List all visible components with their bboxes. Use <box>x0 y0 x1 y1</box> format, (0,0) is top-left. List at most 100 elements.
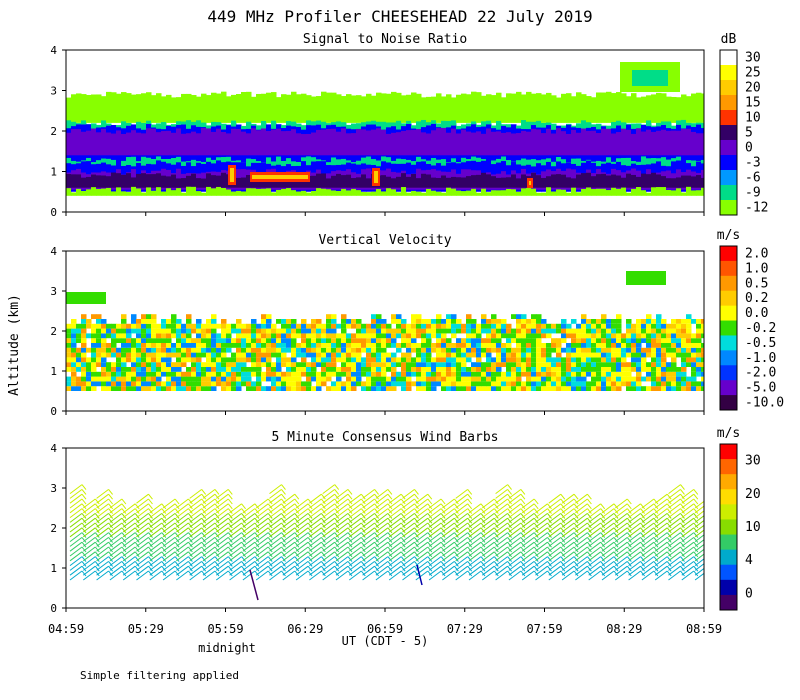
velocity-cell <box>411 323 417 329</box>
velocity-cell <box>611 333 617 339</box>
velocity-cell <box>106 376 112 382</box>
snr-cell <box>446 177 452 188</box>
wind-barb-flag <box>480 546 486 553</box>
wind-barb <box>455 556 469 566</box>
velocity-cell <box>86 367 92 372</box>
wind-barb-flag <box>626 498 632 505</box>
velocity-cell <box>181 338 187 343</box>
wind-barb-flag <box>94 546 100 553</box>
wind-barb <box>508 565 522 576</box>
snr-cell <box>266 92 272 123</box>
velocity-cell <box>636 371 642 377</box>
velocity-cell <box>176 357 182 363</box>
wind-barb-flag <box>214 546 220 553</box>
wind-barb-flag <box>520 503 526 510</box>
velocity-cell <box>446 338 452 343</box>
wind-barb <box>535 551 548 562</box>
velocity-cell <box>406 333 412 339</box>
velocity-cell <box>461 386 467 391</box>
snr-cell <box>701 93 704 123</box>
wind-barb-flag <box>108 546 113 553</box>
velocity-cell <box>616 386 622 391</box>
wind-barb <box>388 541 402 552</box>
velocity-cell <box>111 362 117 367</box>
velocity-cell <box>181 371 187 377</box>
wind-barb-flag <box>214 493 220 500</box>
wind-barb <box>295 532 309 542</box>
wind-barb <box>601 556 615 566</box>
wind-barb-flag <box>414 551 419 558</box>
snr-cell <box>606 91 612 123</box>
wind-barb-flag <box>693 532 699 538</box>
wind-barb-flag <box>573 565 579 572</box>
wind-barb-flag <box>507 484 512 490</box>
velocity-cell <box>301 347 307 353</box>
wind-barb-flag <box>507 551 512 558</box>
wind-barb-flag <box>613 522 619 529</box>
wind-barb <box>521 513 535 523</box>
velocity-cell <box>266 362 272 367</box>
snr-cell <box>271 129 277 156</box>
snr-cell <box>631 93 637 123</box>
velocity-cell <box>186 338 192 343</box>
snr-cell <box>206 128 212 156</box>
colorbar-label: 5 <box>745 126 753 141</box>
velocity-cell <box>401 381 407 387</box>
wind-barb-flag <box>454 513 459 519</box>
x-tick-label: 07:59 <box>526 622 562 636</box>
snr-cell <box>691 176 697 188</box>
snr-cell <box>81 131 87 156</box>
wind-barb-flag <box>188 556 193 562</box>
velocity-cell <box>166 386 172 391</box>
wind-barb-flag <box>347 513 353 519</box>
wind-barb <box>575 551 588 562</box>
wind-barb <box>242 556 256 566</box>
wind-barb <box>242 546 256 557</box>
velocity-cell <box>561 333 567 339</box>
velocity-cell <box>226 343 232 348</box>
velocity-cell <box>606 343 612 348</box>
velocity-cell <box>146 357 152 363</box>
wind-barb <box>455 570 469 581</box>
snr-cell <box>401 173 407 188</box>
wind-barb <box>694 539 704 547</box>
wind-barb <box>83 565 96 576</box>
velocity-cell <box>356 371 362 377</box>
velocity-cell <box>131 376 137 382</box>
wind-barb <box>402 532 415 542</box>
colorbar-swatch <box>720 200 737 216</box>
snr-cell <box>256 177 262 188</box>
velocity-cell <box>236 357 242 363</box>
wind-barb <box>202 493 216 504</box>
velocity-cell <box>226 381 232 387</box>
wind-barb-flag <box>547 517 552 524</box>
velocity-cell <box>291 333 297 339</box>
wind-barb-flag <box>507 541 512 548</box>
velocity-cell <box>541 352 547 358</box>
velocity-cell <box>311 338 317 343</box>
wind-barb <box>295 565 309 576</box>
velocity-cell <box>641 333 647 339</box>
snr-cell <box>636 97 642 123</box>
velocity-cell <box>381 328 387 334</box>
velocity-cell <box>171 367 177 372</box>
velocity-cell <box>331 343 337 348</box>
snr-cell <box>396 132 402 156</box>
wind-barb <box>362 565 375 576</box>
snr-cell <box>656 187 662 196</box>
velocity-cell <box>461 376 467 382</box>
snr-cell <box>476 131 482 156</box>
velocity-cell <box>146 328 152 334</box>
velocity-cell <box>476 352 482 358</box>
snr-cell <box>316 188 322 196</box>
wind-barb-flag <box>387 565 393 572</box>
snr-cell <box>511 189 517 196</box>
wind-barb <box>468 517 482 528</box>
velocity-cell <box>376 371 382 377</box>
velocity-cell <box>566 357 572 363</box>
velocity-cell <box>346 381 352 387</box>
velocity-cell <box>346 386 352 391</box>
wind-barb-flag <box>587 513 592 519</box>
wind-barb-flag <box>94 517 100 524</box>
wind-barb <box>442 551 455 562</box>
